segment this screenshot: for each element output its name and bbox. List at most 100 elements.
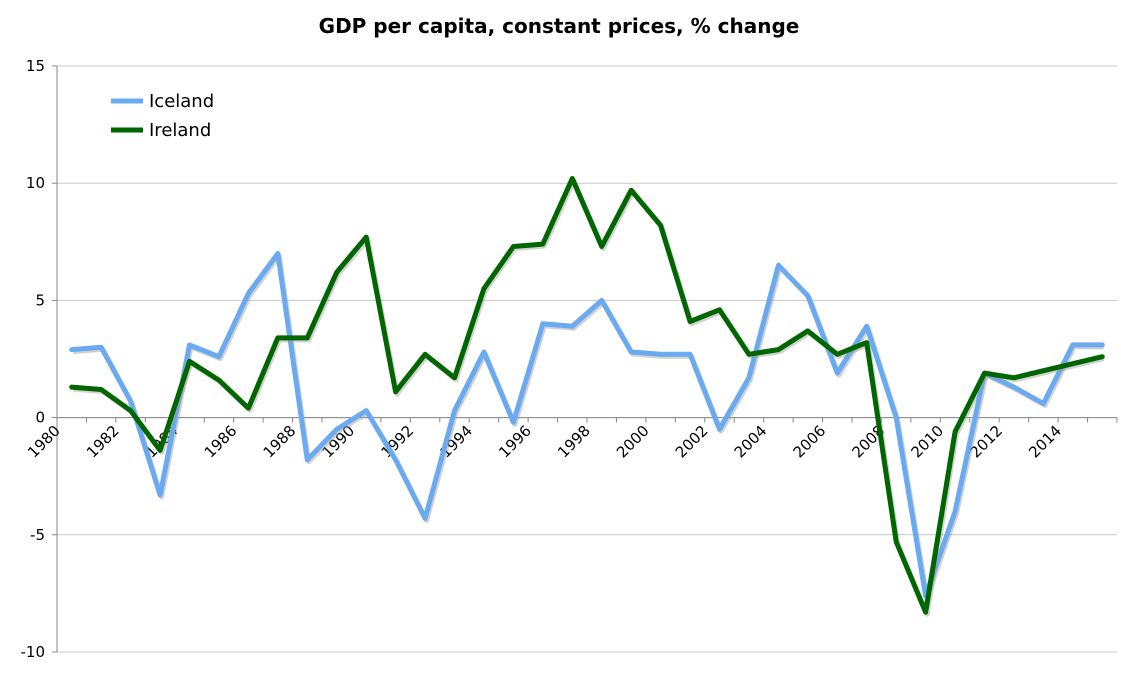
data-point-iceland [1070, 342, 1075, 347]
data-point-iceland [629, 350, 634, 355]
data-point-ireland [275, 335, 280, 340]
y-tick-label: -10 [21, 643, 46, 661]
y-tick-labels: -10 -5 0 5 10 15 [21, 57, 46, 661]
legend-label-ireland: Ireland [149, 120, 211, 141]
data-point-iceland [128, 399, 133, 404]
x-tick-label: 1996 [495, 422, 535, 462]
data-point-iceland [246, 291, 251, 296]
data-point-iceland [305, 457, 310, 462]
data-point-ireland [599, 244, 604, 249]
data-point-iceland [187, 342, 192, 347]
data-point-iceland [423, 516, 428, 521]
data-point-ireland [364, 235, 369, 240]
data-point-ireland [570, 176, 575, 181]
data-point-ireland [658, 223, 663, 228]
y-tick-label: 10 [26, 174, 45, 192]
x-tick-label: 1986 [201, 422, 241, 462]
data-point-iceland [1011, 385, 1016, 390]
data-point-ireland [894, 539, 899, 544]
series-shadow-ireland [72, 178, 1105, 617]
x-tick-label: 2014 [1025, 422, 1065, 462]
data-point-iceland [746, 375, 751, 380]
series-lines [69, 176, 1105, 617]
data-point-ireland [1011, 375, 1016, 380]
data-point-ireland [187, 359, 192, 364]
data-point-ireland [1100, 354, 1105, 359]
data-point-ireland [1041, 368, 1046, 373]
data-point-ireland [305, 335, 310, 340]
data-point-iceland [658, 352, 663, 357]
data-point-ireland [246, 406, 251, 411]
data-point-iceland [1100, 342, 1105, 347]
data-point-iceland [805, 293, 810, 298]
data-point-iceland [334, 427, 339, 432]
series-line-ireland [69, 176, 1105, 615]
data-point-iceland [717, 427, 722, 432]
y-tick-label: 15 [26, 57, 45, 75]
y-tick-label: 0 [35, 409, 45, 427]
data-point-ireland [128, 408, 133, 413]
data-point-ireland [393, 389, 398, 394]
data-point-iceland [570, 324, 575, 329]
data-point-iceland [364, 408, 369, 413]
data-point-ireland [69, 385, 74, 390]
data-point-ireland [1070, 361, 1075, 366]
x-tick-labels: 1980 1982 1984 1986 1988 1990 1992 1994 1996 1998… [24, 422, 1065, 462]
data-point-iceland [158, 493, 163, 498]
y-tick-label: 5 [35, 291, 45, 309]
data-point-ireland [452, 375, 457, 380]
data-point-iceland [275, 251, 280, 256]
data-point-iceland [688, 352, 693, 357]
data-point-ireland [717, 307, 722, 312]
data-point-ireland [746, 352, 751, 357]
data-point-ireland [158, 448, 163, 453]
x-tick-label: 1998 [554, 422, 594, 462]
data-point-ireland [982, 371, 987, 376]
x-tick-label: 2002 [672, 422, 712, 462]
data-point-ireland [953, 429, 958, 434]
x-tick-label: 1988 [260, 422, 300, 462]
axes [52, 65, 1118, 653]
data-point-ireland [423, 352, 428, 357]
data-point-iceland [452, 408, 457, 413]
x-tick-label: 1982 [83, 422, 123, 462]
data-point-ireland [99, 387, 104, 392]
x-tick-label: 1980 [24, 422, 64, 462]
legend-label-iceland: Iceland [149, 91, 214, 112]
data-point-ireland [511, 244, 516, 249]
data-point-iceland [216, 354, 221, 359]
x-tick-label: 2010 [907, 422, 947, 462]
data-point-ireland [805, 328, 810, 333]
data-point-iceland [953, 509, 958, 514]
data-point-ireland [629, 188, 634, 193]
x-tick-label: 2000 [613, 422, 653, 462]
data-point-iceland [540, 321, 545, 326]
data-point-iceland [99, 345, 104, 350]
data-point-iceland [599, 298, 604, 303]
data-point-ireland [835, 352, 840, 357]
data-point-ireland [481, 286, 486, 291]
data-point-ireland [688, 319, 693, 324]
data-point-ireland [540, 242, 545, 247]
chart-title: GDP per capita, constant prices, % chang… [319, 14, 800, 38]
data-point-iceland [69, 347, 74, 352]
legend: Iceland Ireland [111, 91, 214, 141]
data-point-iceland [776, 263, 781, 268]
data-point-iceland [511, 420, 516, 425]
data-point-iceland [393, 457, 398, 462]
data-point-iceland [894, 415, 899, 420]
data-point-ireland [776, 347, 781, 352]
data-point-iceland [1041, 401, 1046, 406]
y-tick-label: -5 [30, 526, 45, 544]
data-point-ireland [216, 378, 221, 383]
data-point-ireland [864, 340, 869, 345]
data-point-ireland [334, 270, 339, 275]
x-tick-label: 2006 [790, 422, 830, 462]
x-tick-label: 2004 [731, 422, 771, 462]
data-point-iceland [835, 371, 840, 376]
data-point-ireland [923, 610, 928, 615]
data-point-iceland [864, 324, 869, 329]
data-point-iceland [481, 350, 486, 355]
